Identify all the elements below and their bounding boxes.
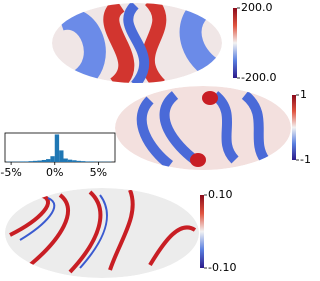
hist-bar	[85, 161, 90, 162]
hist-bar	[24, 161, 29, 162]
colorbar	[200, 195, 204, 268]
colorbar-label: 1	[300, 88, 307, 101]
hist-bar	[28, 161, 33, 162]
hist-bar	[80, 161, 86, 162]
colorbar-label: 200.0	[241, 1, 273, 14]
hist-bar	[32, 160, 38, 162]
hist-bar	[63, 158, 68, 162]
hist-bar	[41, 159, 47, 162]
map-2	[115, 86, 291, 170]
hist-bar	[72, 160, 77, 162]
colorbar	[233, 8, 237, 78]
x-tick-label: 0%	[46, 166, 63, 179]
hist-bar	[89, 161, 95, 162]
colorbar-label: -0.10	[208, 261, 236, 274]
hist-bar	[37, 160, 42, 162]
colorbar-label: 0.10	[208, 188, 233, 201]
colorbar	[292, 95, 296, 160]
hist-bar	[19, 161, 25, 162]
map-3	[5, 188, 199, 278]
colorbar-label: -1	[300, 153, 311, 166]
x-tick-label: 5%	[90, 166, 107, 179]
hist-bar	[67, 159, 73, 162]
map-1	[52, 3, 222, 83]
hist-bar	[59, 150, 64, 162]
hist-bar	[76, 160, 81, 162]
hist-bar	[46, 159, 51, 162]
hist-bar	[50, 156, 55, 162]
hist-bar	[54, 134, 60, 162]
x-tick-label: -5%	[0, 166, 21, 179]
colorbar-label: -200.0	[241, 71, 276, 84]
